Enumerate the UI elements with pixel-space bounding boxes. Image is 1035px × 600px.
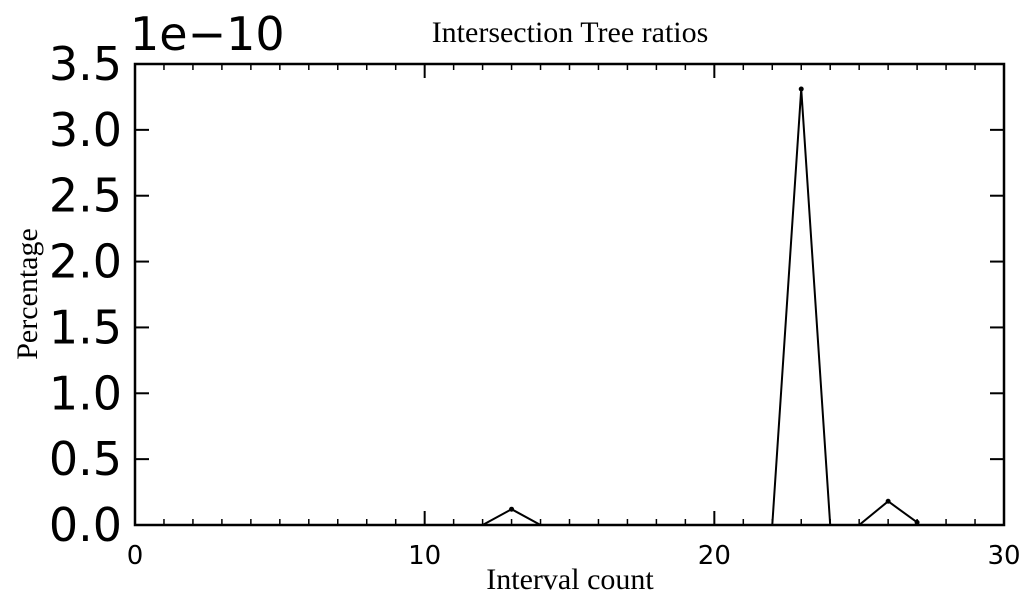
y-tick-label: 3.5: [49, 37, 122, 91]
x-tick-label: 10: [408, 541, 441, 571]
x-axis-label: Interval count: [486, 563, 654, 596]
data-point: [885, 498, 891, 504]
y-tick-label: 0.0: [49, 498, 122, 552]
data-point: [914, 519, 920, 525]
y-tick-label: 1.5: [49, 300, 122, 354]
y-tick-label: 2.5: [49, 169, 122, 223]
y-tick-label: 0.5: [49, 432, 122, 486]
y-tick-label: 1.0: [49, 366, 122, 420]
y-tick-label: 2.0: [49, 235, 122, 289]
y-offset-label: 1e−10: [130, 7, 285, 61]
x-tick-label: 0: [127, 541, 144, 571]
y-axis-label: Percentage: [11, 228, 44, 360]
x-tick-label: 30: [987, 541, 1020, 571]
chart-title: Intersection Tree ratios: [432, 16, 709, 49]
data-point: [798, 86, 804, 92]
data-point: [509, 506, 515, 512]
series-line: [135, 88, 918, 526]
y-tick-label: 3.0: [49, 103, 122, 157]
plot-frame: [133, 62, 1006, 527]
x-tick-label: 20: [698, 541, 731, 571]
